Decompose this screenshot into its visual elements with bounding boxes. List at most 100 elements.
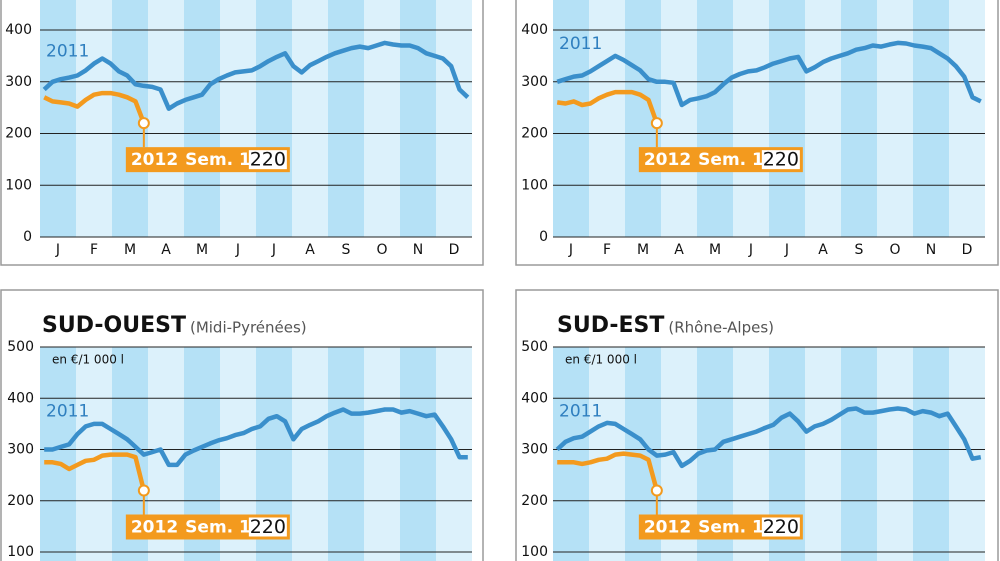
series-label: 2012 (644, 518, 691, 538)
panel: 0 100 200 300 400 J F M A M J J A S O N D 2011 2012 Sem. 13… (0, 0, 484, 266)
panel: 0 100 200 300 400 J F M A M J J A S O N D 2011 2012 Sem. 13… (515, 0, 999, 266)
y-tick-label: 500 (521, 339, 548, 355)
x-tick-label: A (305, 242, 315, 258)
end-point (137, 484, 150, 497)
y-tick-label: 100 (521, 177, 548, 193)
series-label: 2011 (46, 42, 89, 62)
x-tick-label: J (784, 242, 789, 258)
chart-title: SUD-EST (557, 313, 664, 338)
month-band (40, 347, 76, 561)
y-tick-label: 400 (521, 22, 548, 38)
annotation: Sem. 13 (185, 518, 263, 538)
y-tick-label: 200 (7, 493, 34, 509)
x-tick-label: D (449, 242, 460, 258)
annotation: Sem. 13 (185, 150, 263, 170)
x-tick-label: A (161, 242, 171, 258)
month-band (949, 347, 985, 561)
x-tick-label: A (674, 242, 684, 258)
month-band (76, 0, 112, 237)
chart-subtitle: (Rhône-Alpes) (668, 319, 774, 337)
month-band (220, 0, 256, 237)
series-line (42, 40, 470, 111)
series-label: 2011 (46, 402, 89, 422)
series-label: 2011 (559, 402, 602, 422)
month-band (697, 0, 733, 237)
y-tick-label: 400 (521, 390, 548, 406)
month-band (877, 0, 913, 237)
month-band (256, 0, 292, 237)
x-tick-label: O (376, 242, 387, 258)
series-line (556, 89, 659, 124)
x-tick-label: F (603, 242, 611, 258)
x-tick-label: A (818, 242, 828, 258)
x-tick-label: S (855, 242, 864, 258)
value-label: 220 (250, 516, 286, 538)
y-tick-label: 400 (7, 390, 34, 406)
series-label: 2012 (131, 518, 178, 538)
month-band (436, 0, 472, 237)
y-tick-label: 100 (5, 177, 32, 193)
y-tick-label: 0 (23, 229, 32, 245)
end-point (650, 117, 663, 130)
x-tick-label: F (90, 242, 98, 258)
series-line (555, 406, 982, 469)
y-tick-label: 300 (521, 442, 548, 458)
unit-label: en €/1 000 l (565, 353, 637, 367)
y-tick-label: 300 (7, 442, 34, 458)
y-tick-label: 300 (5, 74, 32, 90)
x-tick-label: J (235, 242, 240, 258)
x-tick-label: O (889, 242, 900, 258)
value-box (248, 150, 287, 170)
month-band (40, 0, 76, 237)
x-tick-label: M (196, 242, 208, 258)
series-label: 2011 (559, 34, 602, 54)
panel: 100 200 300 400 500 SUD-EST (Rhône-Alpes) en €/… (515, 289, 999, 561)
chart-title: SUD-OUEST (42, 313, 186, 338)
series-line (44, 407, 468, 468)
y-tick-label: 400 (5, 22, 32, 38)
month-band (184, 0, 220, 237)
x-tick-label: J (568, 242, 573, 258)
value-box (761, 517, 800, 537)
month-band (949, 0, 985, 237)
month-band (553, 0, 589, 237)
month-band (841, 0, 877, 237)
month-band (733, 0, 769, 237)
month-band (400, 347, 436, 561)
month-band (913, 347, 949, 561)
month-band (769, 0, 805, 237)
y-tick-label: 100 (7, 544, 34, 560)
end-point (650, 484, 663, 497)
panel: 100 200 300 400 500 SUD-OUEST (Midi-Pyrénées) e… (0, 289, 484, 561)
month-band (913, 0, 949, 237)
y-tick-label: 0 (539, 229, 548, 245)
month-band (436, 347, 472, 561)
month-band (661, 0, 697, 237)
y-tick-label: 200 (521, 126, 548, 142)
y-tick-label: 500 (7, 339, 34, 355)
series-line (44, 452, 146, 492)
unit-label: en €/1 000 l (52, 353, 124, 367)
series-line (556, 40, 982, 108)
value-box (761, 150, 800, 170)
y-tick-label: 300 (521, 74, 548, 90)
end-point (137, 117, 150, 130)
month-band (148, 0, 184, 237)
series-line (43, 90, 146, 124)
month-band (805, 347, 841, 561)
value-label: 220 (763, 516, 799, 538)
x-tick-label: J (748, 242, 753, 258)
x-tick-label: M (709, 242, 721, 258)
value-box (248, 517, 287, 537)
value-label: 220 (763, 149, 799, 171)
month-band (400, 0, 436, 237)
x-tick-label: J (271, 242, 276, 258)
x-tick-label: M (124, 242, 136, 258)
month-band (841, 347, 877, 561)
x-tick-label: M (637, 242, 649, 258)
month-band (328, 347, 364, 561)
month-band (589, 0, 625, 237)
y-tick-label: 200 (521, 493, 548, 509)
month-band (292, 0, 328, 237)
